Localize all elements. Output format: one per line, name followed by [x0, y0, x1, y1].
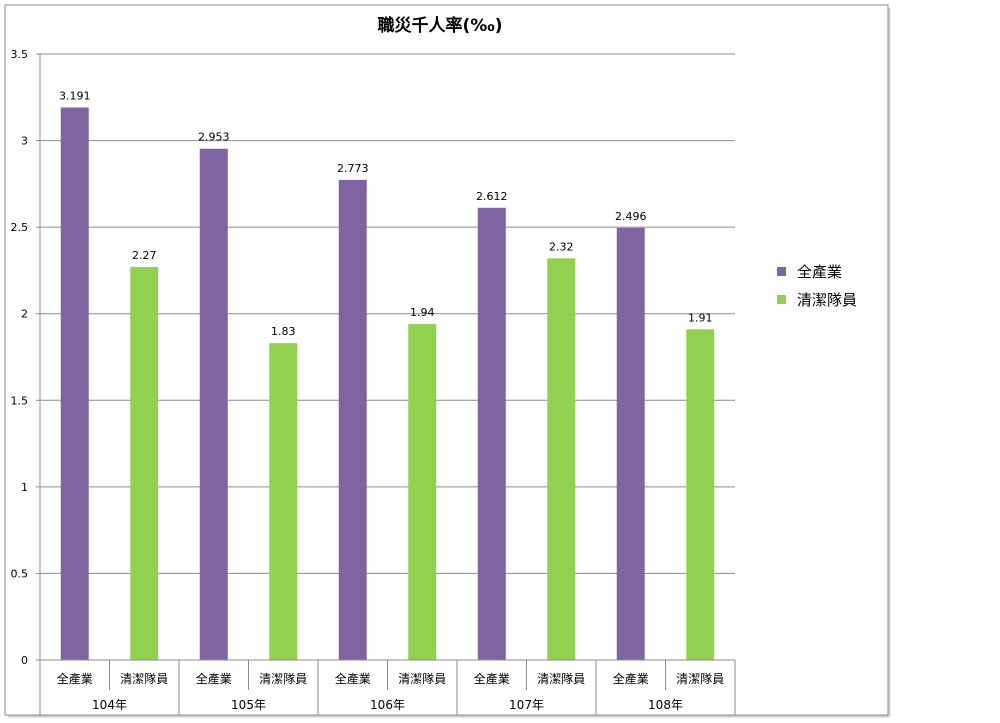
legend-label: 清潔隊員 [797, 291, 857, 309]
bar [269, 343, 298, 660]
data-labels: 3.191 2.27 2.953 1.83 2.773 1.94 2.612 2.32 2.49… [59, 90, 713, 339]
bar [686, 329, 715, 660]
data-label: 3.191 [59, 90, 91, 103]
bar [616, 227, 645, 660]
x-category-label: 全產業 [335, 671, 371, 686]
data-label: 1.94 [410, 306, 435, 319]
y-tick-label: 3 [21, 135, 28, 148]
y-tick-label: 2.5 [11, 221, 29, 234]
axes [39, 54, 736, 715]
bar [547, 258, 576, 660]
x-category-label: 全產業 [196, 671, 232, 686]
legend-swatch [777, 267, 786, 276]
x-category-label: 清潔隊員 [259, 671, 307, 686]
legend-label: 全產業 [797, 263, 842, 281]
x-category-label: 全產業 [613, 671, 649, 686]
bar [130, 266, 159, 660]
y-tick-label: 3.5 [11, 48, 29, 61]
data-label: 2.773 [337, 162, 369, 175]
legend-swatch [777, 295, 786, 304]
bar [408, 324, 437, 660]
data-label: 2.27 [132, 249, 157, 262]
y-tick-label: 2 [21, 308, 28, 321]
bars [60, 107, 715, 660]
x-group-label: 104年 [92, 698, 127, 712]
data-label: 2.953 [198, 131, 230, 144]
x-group-label: 108年 [648, 698, 683, 712]
y-tick-label: 1.5 [11, 394, 29, 407]
x-group-label: 107年 [509, 698, 544, 712]
y-tick-label: 1 [21, 481, 28, 494]
data-label: 1.91 [688, 311, 713, 324]
x-category-label: 清潔隊員 [537, 671, 585, 686]
x-category-label: 全產業 [474, 671, 510, 686]
data-label: 1.83 [271, 325, 296, 338]
bar [477, 207, 506, 660]
x-group-label: 106年 [370, 698, 405, 712]
x-category-label: 清潔隊員 [398, 671, 446, 686]
y-axis-tick-labels: 0 0.5 1 1.5 2 2.5 3 3.5 [11, 48, 29, 667]
data-label: 2.32 [549, 240, 574, 253]
x-group-label: 105年 [231, 698, 266, 712]
data-label: 2.496 [615, 210, 647, 223]
data-label: 2.612 [476, 190, 508, 203]
bar [199, 148, 228, 660]
chart-title: 職災千人率(‰) [377, 15, 502, 36]
x-category-label: 全產業 [57, 671, 93, 686]
bar [338, 179, 367, 660]
y-tick-label: 0 [21, 654, 28, 667]
x-category-label: 清潔隊員 [676, 671, 724, 686]
y-tick-label: 0.5 [11, 567, 29, 580]
bar [60, 107, 89, 660]
x-axis-labels: 全產業 清潔隊員 104年 全產業 清潔隊員 105年 全產業 清潔隊員 106年 全產業 清潔隊員… [57, 671, 725, 712]
x-category-label: 清潔隊員 [120, 671, 168, 686]
